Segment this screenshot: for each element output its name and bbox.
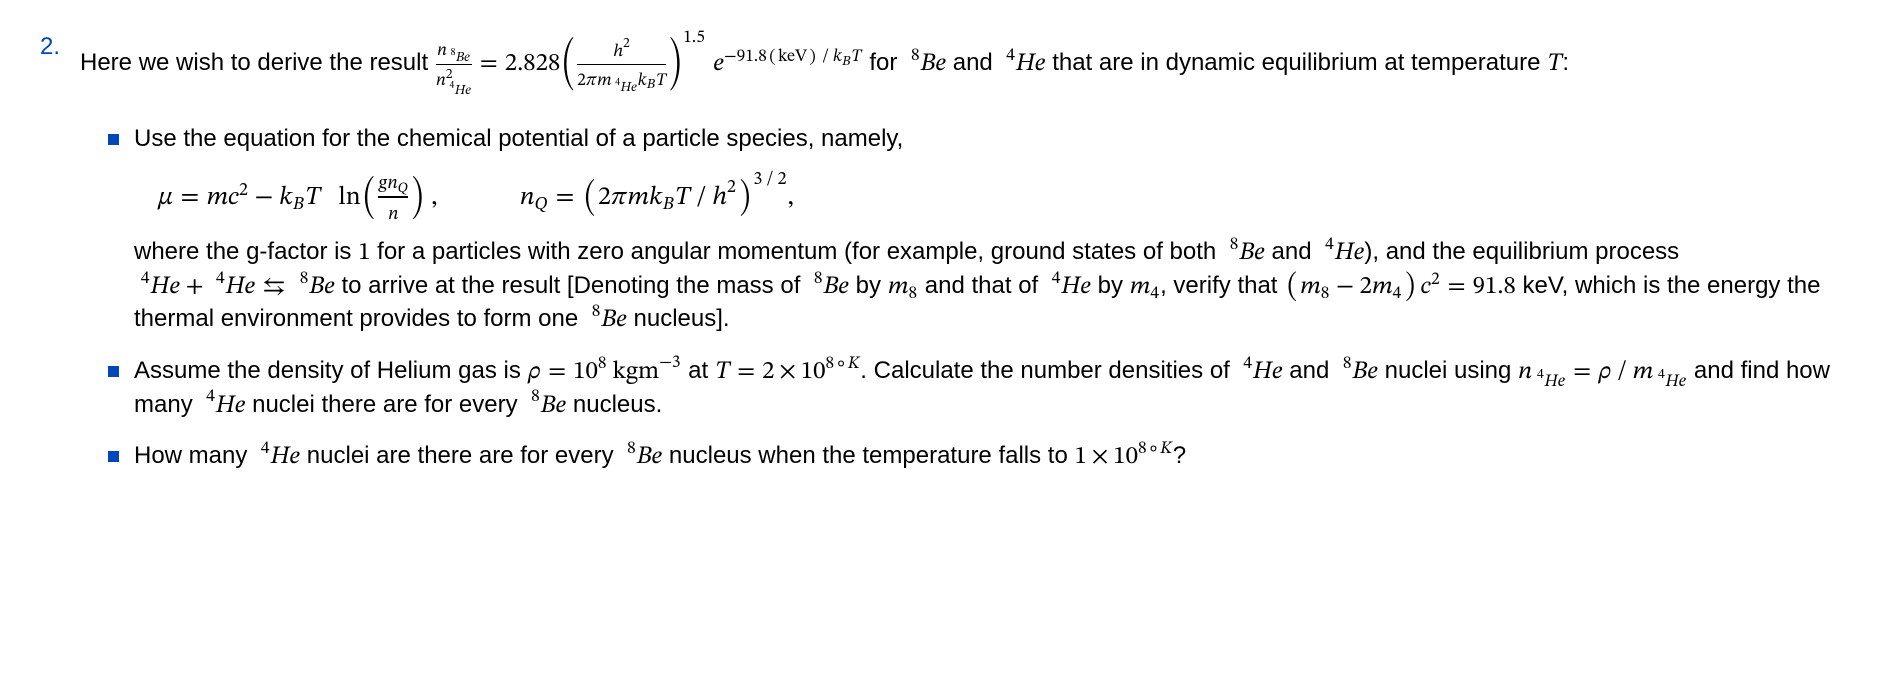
intro-end: : [1562,49,1569,76]
problem-intro: Here we wish to derive the result ni8Be … [80,30,1860,94]
bullet1-body: where the g-factor is 1 for a particles … [134,238,1820,332]
bullet-item-2: Assume the density of Helium gas is ρ=10… [108,354,1860,421]
temp2-eq: 1×108∘K [1074,441,1172,464]
chem-potential-equation: μ=mc2− kBT ln (gnQn) , nQ= (2πmkBT/h2) 3… [158,171,1860,219]
problem-number: 2. [40,30,80,64]
density-eq: ρ=108kgm−3 [528,355,682,384]
problem-body: Here we wish to derive the result ni8Be … [80,30,1860,491]
temp1-eq: T=2×108∘K [715,356,860,379]
intro-text-mid: for [869,49,904,76]
and-word: and [953,49,1000,76]
bullet1-lead: Use the equation for the chemical potent… [134,125,903,152]
main-equation: ni8Be ni4He2 = 2.828 ( h2 2πmi4HekBT ) 1… [435,30,863,94]
intro-text-pre: Here we wish to derive the result [80,49,435,76]
nhe-eq: ni4He=ρ/mi4He [1518,360,1687,386]
be8-symbol: i8Be [904,48,946,70]
bullet-list: Use the equation for the chemical potent… [108,122,1860,473]
he4-symbol: i4He [999,48,1045,70]
bullet-item-3: How many i4He nuclei are there are for e… [108,439,1860,473]
temperature-symbol: T [1547,54,1562,70]
bullet-item-1: Use the equation for the chemical potent… [108,122,1860,336]
intro-text-post: that are in dynamic equilibrium at tempe… [1052,49,1547,76]
problem: 2. Here we wish to derive the result ni8… [40,30,1860,491]
